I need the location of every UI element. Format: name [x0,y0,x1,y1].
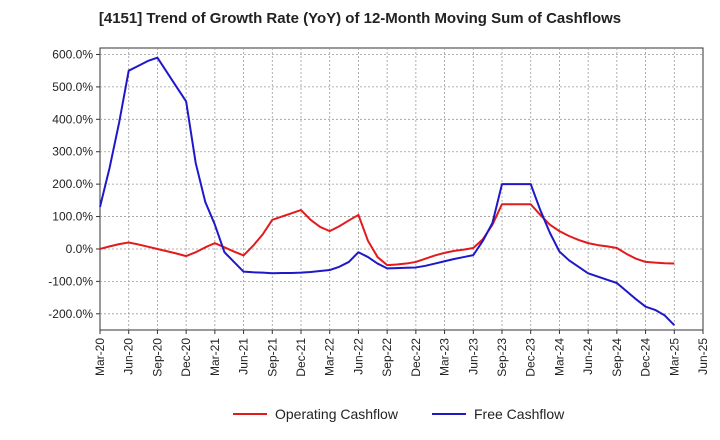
x-tick-label: Mar-23 [438,338,452,376]
x-tick-label: Sep-22 [380,338,394,377]
plot-area [99,47,704,331]
x-tick-label: Sep-20 [150,338,164,377]
x-tick-label: Jun-22 [351,338,365,375]
legend-label-free-cashflow: Free Cashflow [474,406,565,422]
x-tick-label: Mar-25 [667,338,681,376]
y-tick-label: 600.0% [52,47,93,61]
y-tick-label: -200.0% [48,307,93,321]
x-tick-label: Jun-23 [466,338,480,375]
x-tick-label: Mar-21 [208,338,222,376]
y-tick-label: -100.0% [48,274,93,288]
series-line-free-cashflow [99,56,676,326]
y-tick-label: 300.0% [52,145,93,159]
x-tick-label: Dec-24 [639,338,653,377]
x-tick-label: Sep-21 [265,338,279,377]
x-tick-label: Dec-20 [179,338,193,377]
x-tick-label: Jun-24 [581,338,595,375]
x-tick-label: Jun-20 [122,338,136,375]
x-tick-label: Dec-22 [409,338,423,377]
x-tick-label: Dec-21 [294,338,308,377]
y-tick-label: 500.0% [52,80,93,94]
y-tick-label: 200.0% [52,177,93,191]
legend-label-operating-cashflow: Operating Cashflow [275,406,399,422]
x-tick-label: Jun-21 [237,338,251,375]
y-tick-label: 0.0% [66,242,94,256]
chart-title: [4151] Trend of Growth Rate (YoY) of 12-… [98,10,622,27]
x-tick-label: Mar-24 [552,338,566,376]
x-tick-label: Sep-23 [495,338,509,377]
y-tick-label: 100.0% [52,210,93,224]
x-tick-label: Mar-22 [323,338,337,376]
y-tick-label: 400.0% [52,112,93,126]
x-tick-label: Sep-24 [610,338,624,377]
x-tick-label: Jun-25 [696,338,710,375]
x-tick-label: Dec-23 [524,338,538,377]
series-line-operating-cashflow [99,203,675,267]
x-tick-label: Mar-20 [93,338,107,376]
